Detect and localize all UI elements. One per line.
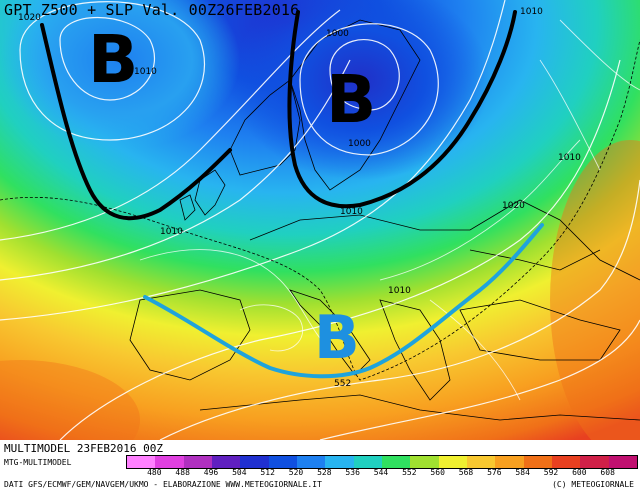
trough-atlantic	[40, 23, 232, 221]
pressure-isobars	[139, 19, 640, 401]
geopotential-isolines	[0, 0, 640, 440]
isobar-label: 1000	[326, 29, 349, 39]
legend-tick-label: 504	[232, 468, 247, 477]
legend-swatch	[551, 456, 581, 468]
legend-swatch	[325, 456, 354, 468]
trough-scandinavia	[287, 10, 517, 209]
legend-swatch	[155, 456, 184, 468]
data-sources: DATI GFS/ECMWF/GEM/NAVGEM/UKMO - ELABORA…	[4, 480, 322, 489]
legend-tick-label: 528	[317, 468, 332, 477]
isobar-label: 1010	[558, 153, 581, 163]
copyright: (C) METEOGIORNALE	[552, 480, 634, 489]
legend-tick-label: 488	[175, 468, 190, 477]
warm-southwest	[0, 360, 140, 440]
legend-swatch	[296, 456, 326, 468]
map-title: GPT Z500 + SLP Val. 00Z26FEB2016	[4, 1, 300, 19]
legend-tick-label: 592	[543, 468, 559, 477]
legend-swatch	[240, 456, 269, 468]
legend-swatch	[381, 456, 411, 468]
warm-east	[550, 140, 640, 440]
weather-map: B B B 1020 1010 1000 1000 1010 1010 1020…	[0, 0, 640, 440]
legend-tick-label: 536	[345, 468, 360, 477]
isobar-label: 1020	[502, 201, 525, 211]
legend-tick-label: 608	[600, 468, 615, 477]
isobar-label: 1010	[520, 7, 543, 17]
isobar-label: 1010	[388, 286, 411, 296]
legend-swatch	[353, 456, 382, 468]
isobar-label: 1020	[18, 13, 41, 23]
isobar-label: 1010	[160, 227, 183, 237]
legend-tick-label: 560	[430, 468, 445, 477]
legend-swatch	[466, 456, 496, 468]
legend-tick-label: 544	[373, 468, 389, 477]
low-label-atlantic: B	[88, 21, 138, 98]
legend-tick-label: 584	[515, 468, 530, 477]
coastlines	[129, 19, 640, 421]
low-label-mediterranean: B	[314, 303, 360, 373]
isobar-label: 1000	[348, 139, 371, 149]
model-info: MTG-MULTIMODEL	[4, 458, 72, 467]
legend-swatch	[523, 456, 552, 468]
legend-tick-label: 576	[487, 468, 502, 477]
legend-tick-label: 568	[458, 468, 474, 477]
legend-tick-label: 496	[203, 468, 219, 477]
isobar-label: 1010	[340, 207, 363, 217]
color-scale-ticks: 480 488 496 504 512 520 528 536 544 552 560 568 576 5…	[126, 468, 638, 478]
legend-tick-label: 552	[402, 468, 417, 477]
legend-swatch	[580, 456, 609, 468]
legend-swatch	[127, 456, 156, 468]
legend-tick-label: 600	[572, 468, 587, 477]
legend-swatch	[183, 456, 212, 468]
isoline-label: 552	[334, 379, 351, 389]
legend-swatch	[268, 456, 297, 468]
legend-swatch	[608, 456, 637, 468]
isobar-label: 1010	[134, 67, 157, 77]
legend-swatch	[410, 456, 439, 468]
trough-mediterranean	[143, 223, 544, 379]
legend-tick-label: 480	[147, 468, 162, 477]
legend-swatch	[438, 456, 467, 468]
legend-tick-label: 520	[288, 468, 304, 477]
color-scale-legend	[126, 455, 638, 469]
legend-swatch	[211, 456, 241, 468]
run-info: MULTIMODEL 23FEB2016 00Z	[4, 442, 163, 455]
low-label-scandinavia: B	[326, 61, 376, 138]
isoline-552-dashed	[0, 39, 640, 381]
legend-tick-label: 512	[260, 468, 275, 477]
legend-swatch	[495, 456, 524, 468]
